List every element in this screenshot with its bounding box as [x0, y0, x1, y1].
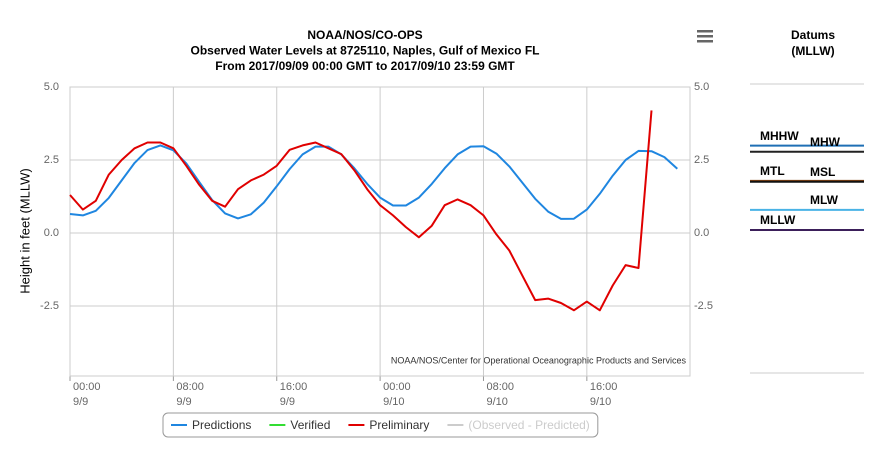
datums-title: Datums [791, 28, 835, 42]
credit: NOAA/NOS/Center for Operational Oceanogr… [391, 355, 687, 365]
y-axis-label: Height in feet (MLLW) [17, 168, 32, 293]
legend-box [162, 412, 599, 438]
y-tick-label: 0.0 [44, 227, 59, 239]
series-line [69, 144, 678, 220]
chart-title: From 2017/09/09 00:00 GMT to 2017/09/10 … [215, 59, 515, 73]
chart-title: NOAA/NOS/CO-OPS [307, 28, 422, 42]
datum-label: MLLW [760, 213, 796, 227]
y2-tick-label: 0.0 [694, 227, 709, 239]
legend-item[interactable]: Predictions [171, 418, 251, 432]
x-tick-label: 16:00 9/9 [280, 381, 308, 408]
datum-label: MTL [760, 164, 785, 178]
datum-label: MHHW [760, 129, 799, 143]
y-tick-label: 2.5 [44, 154, 59, 166]
legend-item[interactable]: (Observed - Predicted) [447, 418, 590, 432]
x-tick-label: 08:00 9/9 [176, 381, 204, 408]
legend-item[interactable]: Preliminary [348, 418, 429, 432]
x-tick-label: 16:00 9/10 [590, 381, 618, 408]
y-tick-label: -2.5 [40, 300, 59, 312]
x-tick-label: 00:00 9/9 [73, 381, 101, 408]
y2-tick-label: 2.5 [694, 154, 709, 166]
legend-label: (Observed - Predicted) [468, 418, 589, 432]
x-tick-label: 08:00 9/10 [486, 381, 514, 408]
menu-bar[interactable] [697, 40, 713, 43]
y-tick-label: 5.0 [44, 81, 59, 93]
legend-label: Predictions [192, 418, 251, 432]
legend-label: Verified [290, 418, 330, 432]
datums-title: (MLLW) [791, 44, 834, 58]
series-line [69, 110, 653, 312]
plot-border [69, 86, 691, 377]
y2-tick-label: -2.5 [694, 300, 713, 312]
datum-label: MHW [810, 135, 841, 149]
legend-item[interactable]: Verified [269, 418, 330, 432]
legend-label: Preliminary [369, 418, 429, 432]
x-tick-label: 00:00 9/10 [383, 381, 411, 408]
datum-label: MSL [810, 165, 835, 179]
menu-bar[interactable] [697, 35, 713, 38]
legend: Predictions Verified Preliminary (Observed … [162, 412, 599, 438]
y2-tick-label: 5.0 [694, 81, 709, 93]
chart-title: Observed Water Levels at 8725110, Naples… [190, 44, 539, 58]
datum-label: MLW [810, 193, 839, 207]
menu-bar[interactable] [697, 30, 713, 33]
menu-icon[interactable] [697, 30, 713, 43]
